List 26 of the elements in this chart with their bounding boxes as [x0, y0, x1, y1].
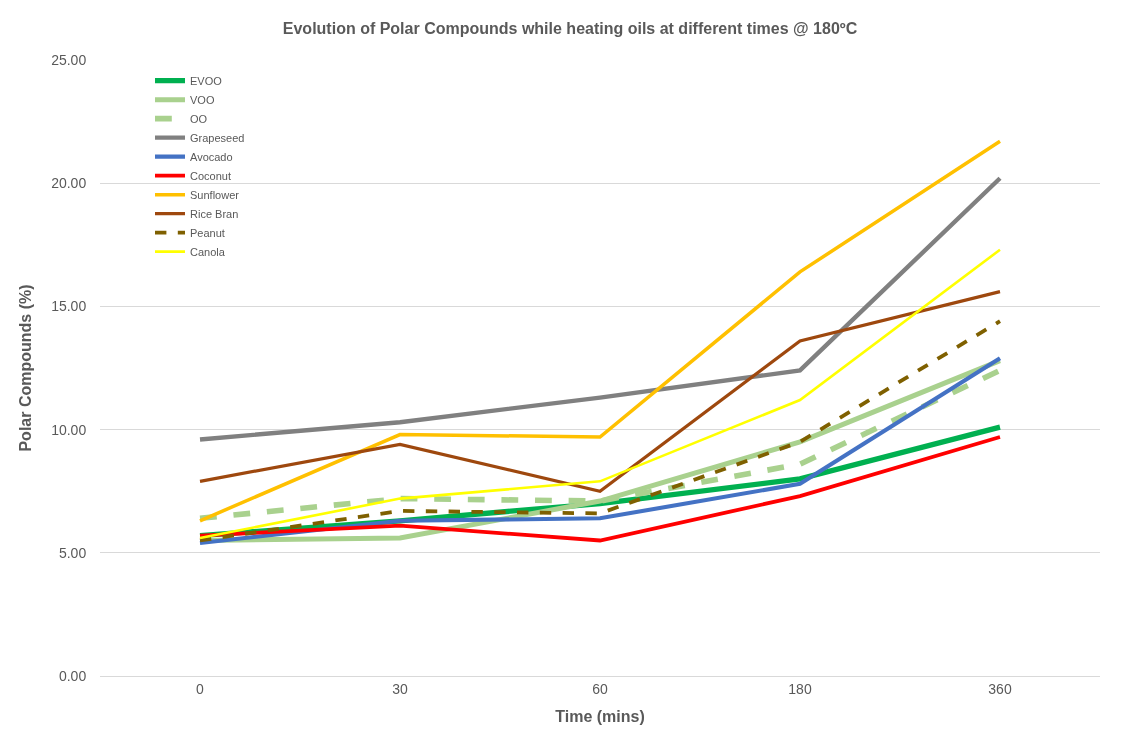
y-tick-label: 15.00 [51, 298, 87, 315]
legend-label: Avocado [190, 150, 233, 163]
y-tick-label: 10.00 [51, 421, 87, 438]
x-axis-title: Time (mins) [555, 708, 645, 726]
legend-label: Canola [190, 245, 226, 258]
line-series [198, 319, 1002, 543]
y-tick-label: 20.00 [51, 175, 87, 192]
x-tick-label: 0 [196, 680, 205, 697]
chart-title: Evolution of Polar Compounds while heating oils at different times @ 180ºC [282, 19, 858, 37]
legend-label: Coconut [190, 169, 231, 182]
legend-label: Rice Bran [190, 207, 239, 220]
legend-label: Grapeseed [190, 131, 245, 144]
y-tick-label: 0.00 [58, 667, 87, 684]
legend-label: EVOO [190, 74, 223, 87]
legend-label: Sunflower [190, 188, 240, 201]
legend-label: VOO [190, 93, 215, 106]
line-series [198, 290, 1002, 493]
y-tick-label: 25.00 [51, 51, 87, 68]
legend-label: Peanut [190, 226, 225, 239]
y-tick-label: 5.00 [58, 544, 87, 561]
x-tick-label: 360 [988, 680, 1012, 697]
y-axis-title: Polar Compounds (%) [17, 284, 35, 452]
legend-label: OO [190, 112, 208, 125]
x-tick-label: 60 [592, 680, 608, 697]
x-tick-label: 180 [788, 680, 812, 697]
x-tick-label: 30 [392, 680, 408, 697]
